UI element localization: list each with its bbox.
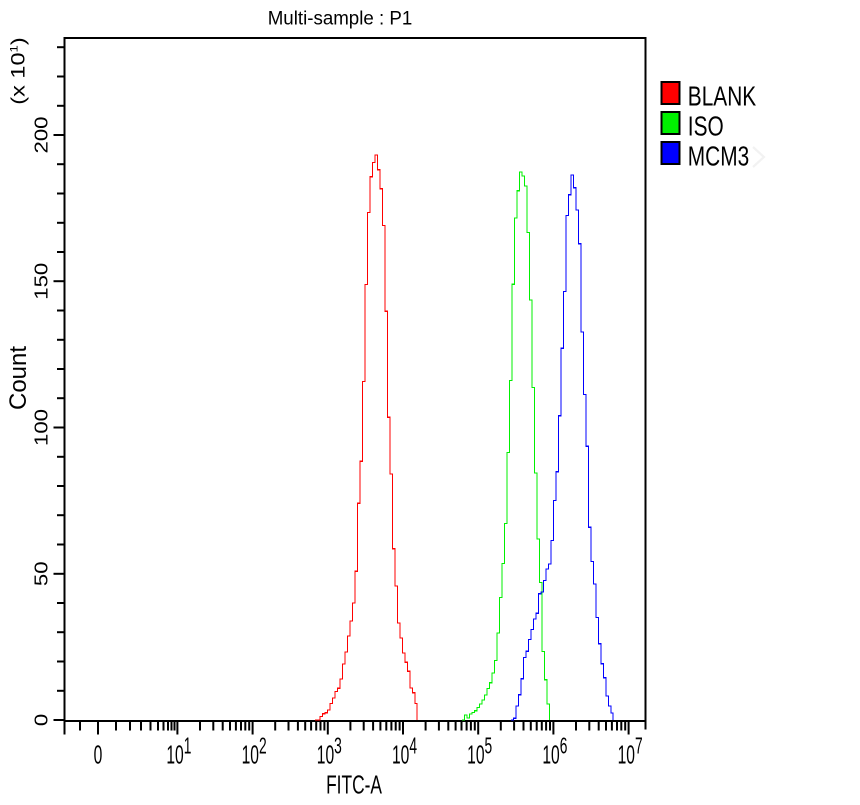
svg-text:150: 150 <box>31 263 52 300</box>
svg-text:FITC-A: FITC-A <box>326 770 382 799</box>
svg-text:104: 104 <box>392 734 417 769</box>
svg-text:0: 0 <box>31 714 52 726</box>
svg-text:BLANK: BLANK <box>688 82 757 113</box>
svg-text:Count: Count <box>5 346 32 410</box>
svg-text:Multi-sample : P1: Multi-sample : P1 <box>268 8 413 29</box>
svg-text:50: 50 <box>31 561 52 586</box>
svg-text:MCM3: MCM3 <box>688 142 749 173</box>
svg-text:100: 100 <box>31 409 52 446</box>
svg-text:102: 102 <box>242 734 267 769</box>
svg-text:0: 0 <box>94 740 103 769</box>
svg-text:200: 200 <box>31 116 52 153</box>
svg-text:ISO: ISO <box>688 112 724 143</box>
svg-text:(x 101): (x 101) <box>6 37 29 104</box>
